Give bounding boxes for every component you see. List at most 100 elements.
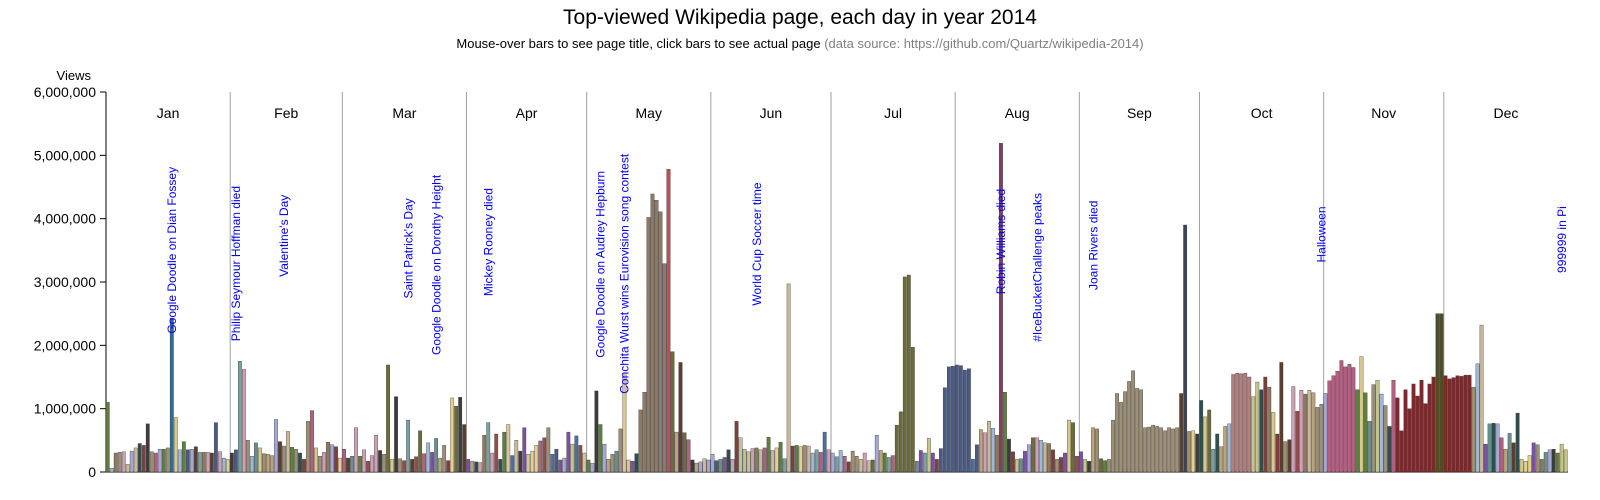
bar-sep-17[interactable] (1143, 427, 1148, 473)
bar-feb-20[interactable] (306, 421, 310, 473)
bar-mar-26[interactable] (442, 445, 447, 473)
bar-oct-9[interactable] (1231, 374, 1236, 473)
bar-nov-25[interactable] (1419, 379, 1424, 473)
bar-may-29[interactable] (698, 461, 703, 473)
bar-feb-6[interactable] (250, 455, 254, 473)
bar-oct-4[interactable] (1211, 449, 1216, 473)
bar-jan-25[interactable] (201, 452, 206, 473)
bar-may-5[interactable] (602, 443, 607, 473)
bar-sep-19[interactable] (1151, 424, 1156, 473)
bar-nov-2[interactable] (1327, 380, 1332, 473)
bar-sep-4[interactable] (1091, 427, 1095, 473)
bar-feb-17[interactable] (294, 449, 298, 473)
bar-jan-30[interactable] (221, 457, 226, 473)
bar-jun-26[interactable] (810, 452, 815, 473)
bar-jan-28[interactable] (213, 422, 218, 473)
bar-jul-29[interactable] (942, 387, 947, 473)
bar-apr-3[interactable] (474, 461, 479, 473)
bar-may-7[interactable] (610, 454, 615, 473)
bar-mar-5[interactable] (358, 455, 362, 473)
bar-feb-2[interactable] (234, 449, 238, 473)
bar-aug-3[interactable] (962, 369, 967, 473)
bar-dec-24[interactable] (1535, 444, 1540, 473)
bar-nov-28[interactable] (1431, 376, 1436, 473)
bar-jul-10[interactable] (866, 460, 871, 473)
bar-feb-16[interactable] (290, 447, 294, 473)
bar-jul-28[interactable] (938, 448, 943, 473)
bar-oct-11[interactable] (1239, 373, 1244, 473)
bar-jun-28[interactable] (818, 452, 823, 473)
bar-jun-21[interactable] (790, 445, 795, 473)
bar-aug-15[interactable] (1011, 451, 1015, 473)
bar-sep-10[interactable] (1115, 393, 1119, 473)
bar-nov-15[interactable] (1379, 393, 1384, 473)
bar-mar-20[interactable] (418, 430, 423, 473)
bar-feb-24[interactable] (322, 452, 326, 473)
bar-jun-25[interactable] (806, 445, 811, 473)
bar-jan-27[interactable] (209, 452, 214, 473)
bar-oct-31[interactable] (1319, 404, 1324, 473)
bar-dec-31[interactable] (1563, 449, 1568, 473)
bar-aug-25[interactable] (1051, 449, 1055, 473)
bar-mar-3[interactable] (350, 455, 354, 473)
bar-apr-30[interactable] (582, 452, 587, 473)
bar-nov-30[interactable] (1439, 313, 1444, 473)
bar-jan-22[interactable] (189, 449, 194, 473)
bar-mar-15[interactable] (398, 458, 402, 473)
bar-aug-24[interactable] (1047, 443, 1051, 473)
bar-sep-14[interactable] (1131, 370, 1135, 473)
bar-oct-30[interactable] (1315, 407, 1320, 473)
bar-apr-16[interactable] (526, 454, 531, 473)
bar-jan-1[interactable] (105, 402, 110, 473)
bar-dec-5[interactable] (1459, 376, 1464, 473)
bar-jun-2[interactable] (714, 460, 719, 473)
bar-jul-6[interactable] (850, 450, 855, 473)
bar-mar-24[interactable] (434, 438, 439, 473)
bar-apr-29[interactable] (578, 445, 583, 473)
bar-feb-11[interactable] (270, 455, 274, 473)
bar-jun-29[interactable] (822, 431, 827, 473)
bar-jul-1[interactable] (830, 452, 835, 473)
bar-jan-12[interactable] (149, 451, 154, 473)
bar-may-23[interactable] (674, 431, 679, 473)
bar-feb-14[interactable] (282, 445, 286, 473)
bar-feb-8[interactable] (258, 447, 262, 473)
bar-oct-7[interactable] (1223, 426, 1228, 473)
bar-jul-12[interactable] (874, 435, 879, 473)
bar-feb-1[interactable] (229, 452, 234, 473)
bar-may-10[interactable] (622, 373, 627, 473)
bar-aug-9[interactable] (987, 421, 991, 473)
bar-sep-23[interactable] (1167, 427, 1172, 473)
bar-jul-16[interactable] (890, 455, 895, 473)
bar-sep-30[interactable] (1195, 433, 1200, 473)
bar-feb-27[interactable] (334, 446, 338, 473)
bar-sep-1[interactable] (1079, 451, 1083, 473)
bar-aug-30[interactable] (1071, 422, 1075, 473)
bar-apr-23[interactable] (554, 449, 559, 473)
bar-may-21[interactable] (666, 169, 671, 473)
bar-aug-18[interactable] (1023, 450, 1027, 473)
bar-jan-29[interactable] (217, 451, 222, 473)
bar-dec-2[interactable] (1447, 378, 1452, 473)
bar-jul-11[interactable] (870, 459, 875, 473)
bar-feb-3[interactable] (238, 360, 242, 473)
bar-dec-1[interactable] (1443, 375, 1448, 473)
bar-nov-9[interactable] (1355, 389, 1360, 473)
bar-sep-24[interactable] (1171, 428, 1176, 473)
bar-jul-15[interactable] (886, 457, 891, 473)
bar-sep-26[interactable] (1179, 393, 1184, 473)
bar-aug-17[interactable] (1019, 458, 1023, 473)
bar-aug-27[interactable] (1059, 457, 1063, 473)
bar-jan-3[interactable] (113, 452, 118, 473)
bar-nov-21[interactable] (1403, 389, 1408, 473)
bar-mar-18[interactable] (410, 459, 415, 473)
bar-oct-6[interactable] (1219, 446, 1224, 473)
bar-jan-24[interactable] (197, 452, 202, 473)
bar-dec-30[interactable] (1559, 443, 1564, 473)
bar-nov-5[interactable] (1339, 360, 1344, 473)
bar-jul-31[interactable] (950, 366, 955, 473)
bar-sep-2[interactable] (1083, 459, 1087, 473)
bar-may-15[interactable] (642, 392, 647, 473)
bar-dec-23[interactable] (1531, 442, 1536, 473)
bar-nov-14[interactable] (1375, 379, 1380, 473)
